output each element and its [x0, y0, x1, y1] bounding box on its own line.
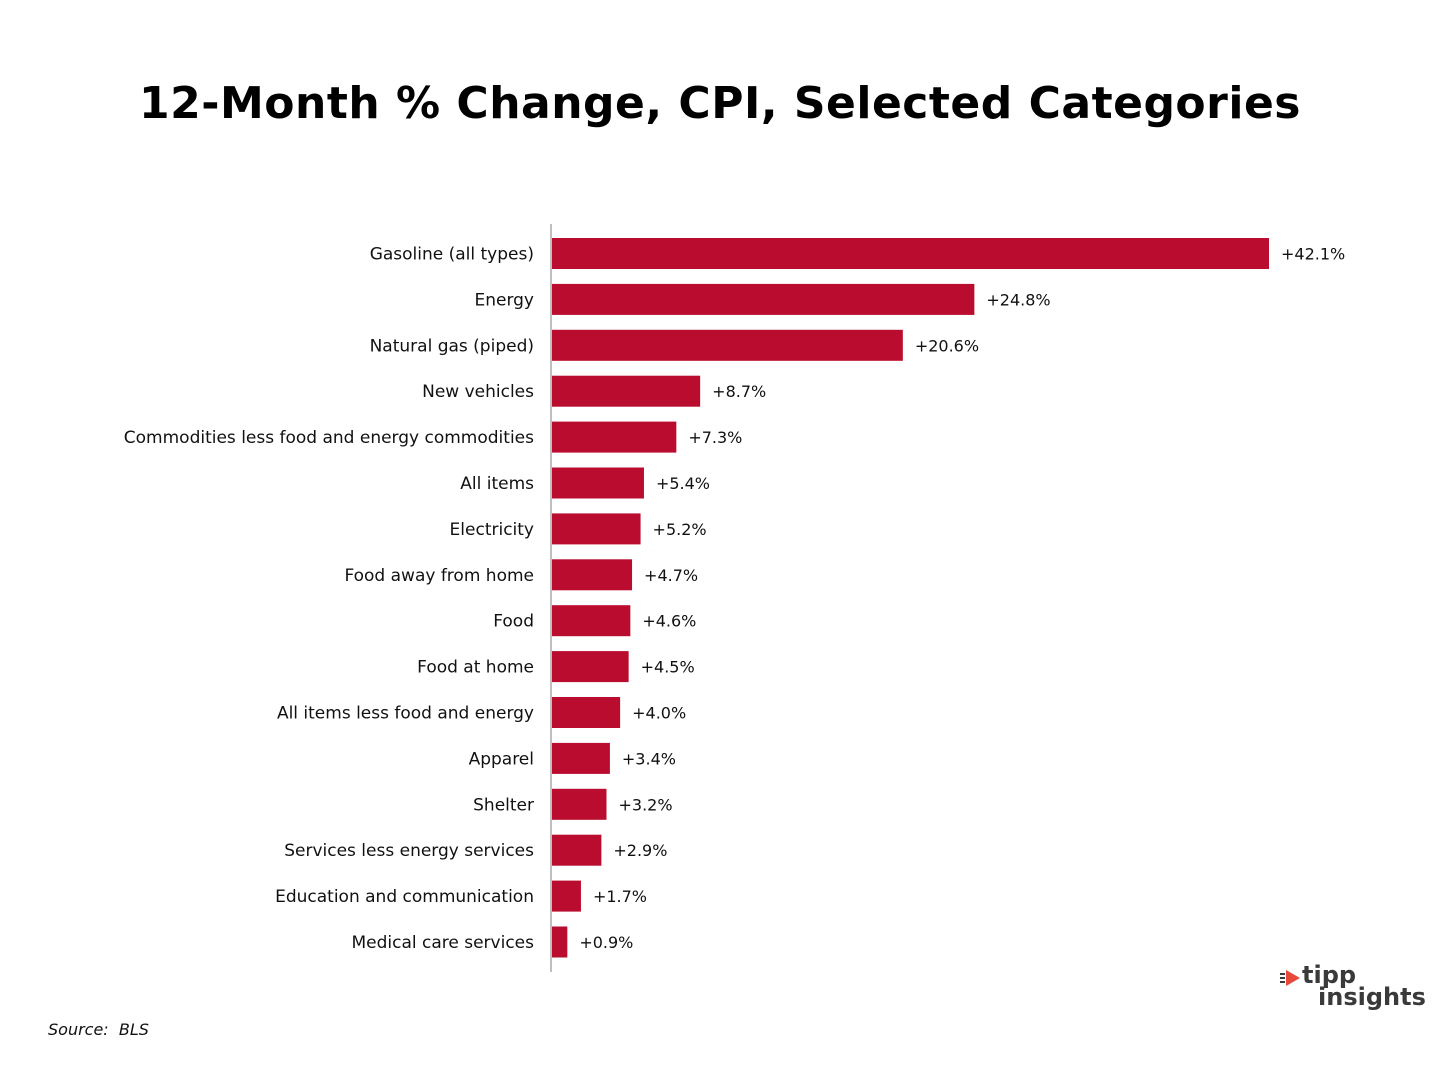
data-label: +1.7% — [593, 887, 647, 906]
category-label: Food away from home — [344, 566, 534, 586]
tipp-insights-logo: tipp insights — [1280, 961, 1426, 1014]
category-label: Energy — [474, 290, 534, 310]
data-label: +5.4% — [656, 474, 710, 493]
bar — [552, 697, 621, 728]
bar — [552, 513, 641, 545]
category-label: Gasoline (all types) — [370, 245, 534, 265]
category-labels-group: Gasoline (all types) Energy Natural gas (p… — [124, 245, 534, 954]
data-label: +4.5% — [641, 658, 695, 677]
data-label: +8.7% — [712, 382, 766, 401]
logo-text-insights: insights — [1318, 983, 1426, 1011]
data-label: +4.7% — [644, 566, 698, 585]
data-label: +2.9% — [613, 841, 667, 860]
bar — [552, 238, 1269, 269]
data-label: +4.0% — [632, 704, 686, 723]
bar — [552, 467, 644, 499]
category-label: Electricity — [450, 520, 534, 540]
bar — [552, 880, 581, 912]
data-label: +4.6% — [642, 612, 696, 631]
data-label: +3.2% — [618, 795, 672, 814]
chart-title: 12-Month % Change, CPI, Selected Categor… — [139, 78, 1301, 129]
data-label: +42.1% — [1281, 245, 1345, 264]
category-label: Apparel — [469, 749, 534, 769]
category-label: New vehicles — [422, 382, 534, 402]
bar — [552, 375, 701, 407]
bar — [552, 742, 610, 774]
data-label: +3.4% — [622, 749, 676, 768]
logo-arrow-icon — [1280, 970, 1300, 986]
category-label: Commodities less food and energy commodi… — [124, 428, 534, 448]
data-label: +24.8% — [986, 290, 1050, 309]
data-label: +5.2% — [653, 520, 707, 539]
bar — [552, 421, 677, 453]
category-label: Food — [493, 612, 534, 632]
bar — [552, 834, 602, 866]
bar — [552, 605, 631, 637]
category-label: Natural gas (piped) — [370, 336, 534, 356]
value-labels-group: +42.1% +24.8% +20.6% +8.7% +7.3% +5.4% +5.2% +4… — [579, 245, 1345, 953]
category-label: Shelter — [473, 795, 534, 815]
data-label: +0.9% — [579, 933, 633, 952]
category-label: Education and communication — [275, 887, 534, 907]
bar — [552, 788, 607, 820]
category-label: Services less energy services — [284, 841, 534, 861]
logo-text-tipp: tipp — [1302, 961, 1357, 989]
bar — [552, 283, 975, 315]
category-label: All items — [460, 474, 534, 494]
bar — [552, 329, 903, 361]
data-label: +20.6% — [915, 336, 979, 355]
source-note: Source: BLS — [48, 1020, 149, 1039]
bar — [552, 651, 629, 683]
data-label: +7.3% — [688, 428, 742, 447]
bar — [552, 559, 633, 591]
category-label: Medical care services — [351, 933, 534, 953]
category-label: All items less food and energy — [277, 704, 534, 724]
bars-group — [552, 238, 1269, 958]
category-label: Food at home — [417, 658, 534, 678]
bar — [552, 926, 568, 958]
